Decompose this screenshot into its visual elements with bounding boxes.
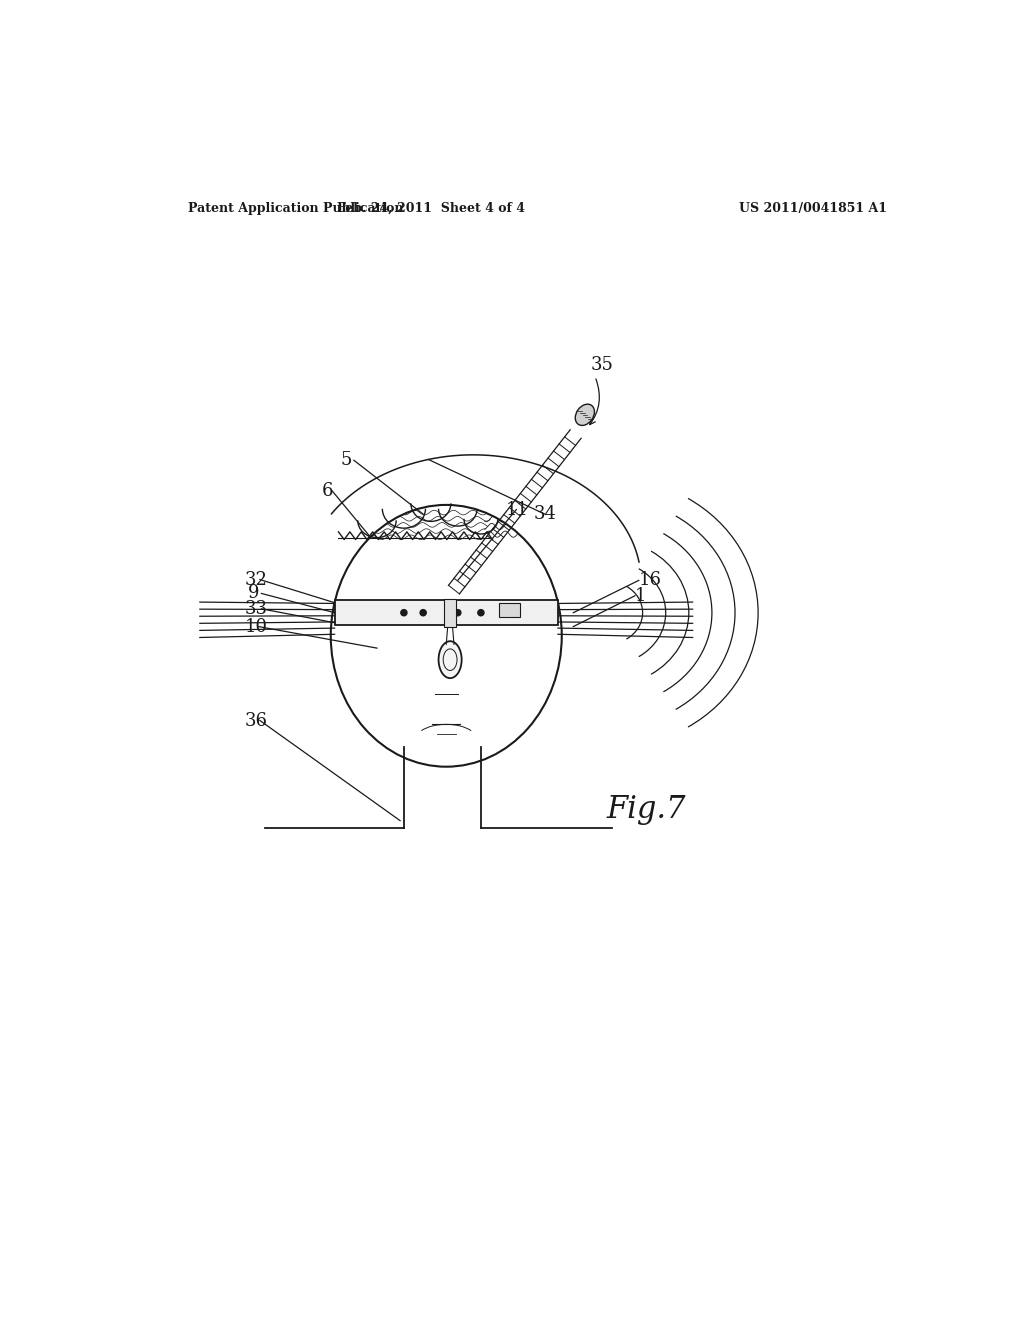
Text: 10: 10 [245,618,267,635]
Text: 32: 32 [245,570,267,589]
Text: US 2011/0041851 A1: US 2011/0041851 A1 [739,202,887,215]
Text: 34: 34 [535,506,557,523]
Text: 9: 9 [248,585,259,602]
Bar [335,601,558,626]
Text: Patent Application Publication: Patent Application Publication [188,202,403,215]
Circle shape [455,610,461,615]
Circle shape [478,610,484,615]
Text: Fig.7: Fig.7 [606,793,686,825]
Text: 35: 35 [591,356,614,374]
Text: 6: 6 [322,482,333,500]
Text: 11: 11 [506,500,528,519]
Text: 16: 16 [639,572,662,589]
Circle shape [400,610,407,615]
Circle shape [420,610,426,615]
Text: 1: 1 [635,587,646,605]
Bar [444,599,457,627]
Ellipse shape [438,642,462,678]
Ellipse shape [575,404,595,425]
Text: 33: 33 [245,599,267,618]
Text: Feb. 24, 2011  Sheet 4 of 4: Feb. 24, 2011 Sheet 4 of 4 [337,202,525,215]
Text: 5: 5 [340,451,351,469]
Bar [499,603,520,618]
Text: 36: 36 [245,711,267,730]
